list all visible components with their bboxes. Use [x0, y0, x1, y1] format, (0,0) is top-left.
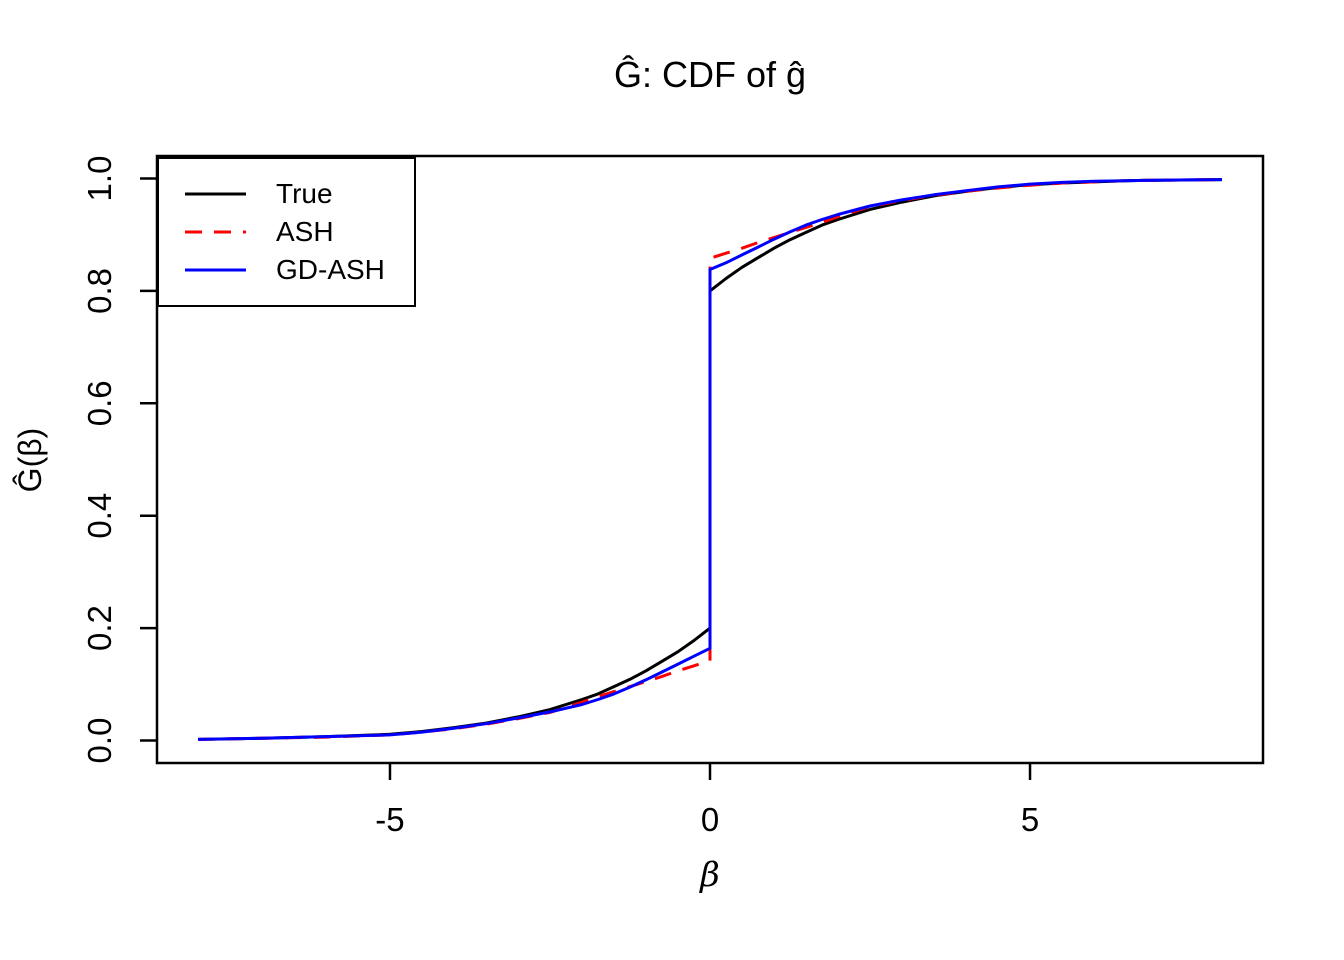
legend: True ASH GD-ASH — [157, 157, 416, 307]
legend-item-ash: ASH — [159, 213, 414, 251]
legend-line-sample — [185, 192, 246, 196]
legend-line-sample — [185, 268, 246, 272]
x-tick-label: -5 — [375, 801, 404, 838]
series-gd-ash-line — [197, 178, 1223, 741]
legend-item-true: True — [159, 175, 414, 213]
y-tick-label: 1.0 — [81, 156, 118, 202]
x-tick-label: 5 — [1021, 801, 1039, 838]
chart-title: Ĝ: CDF of ĝ — [613, 54, 807, 95]
y-tick-label: 0.4 — [81, 493, 118, 539]
y-tick-label: 0.8 — [81, 268, 118, 314]
y-tick-label: 0.2 — [81, 605, 118, 651]
legend-label: True — [276, 178, 333, 209]
legend-label: GD-ASH — [276, 254, 385, 285]
x-axis-title: β — [700, 855, 720, 895]
x-tick-label: 0 — [701, 801, 719, 838]
y-tick-label: 0.0 — [81, 718, 118, 764]
y-tick-label: 0.6 — [81, 380, 118, 426]
legend-label: ASH — [276, 216, 334, 247]
legend-item-gd-ash: GD-ASH — [159, 251, 414, 289]
legend-line-sample — [185, 230, 246, 234]
